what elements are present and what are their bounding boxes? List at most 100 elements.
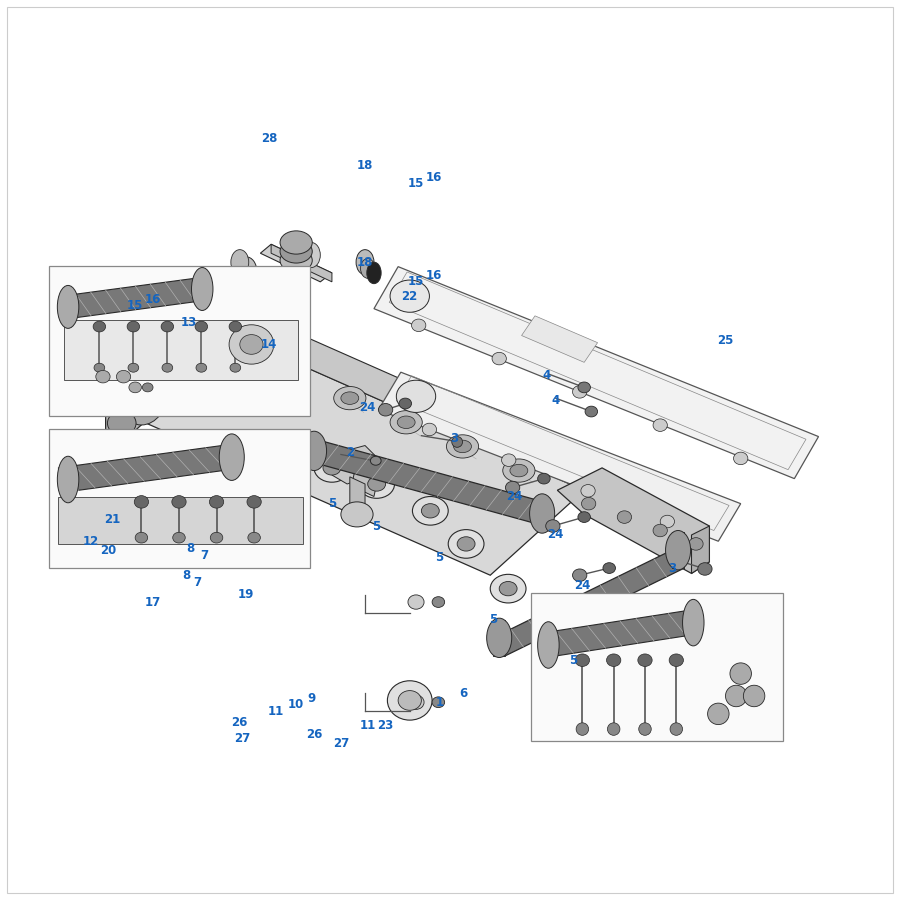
Polygon shape [64,320,298,380]
Ellipse shape [195,321,208,332]
Ellipse shape [230,364,240,373]
Ellipse shape [666,530,690,570]
Ellipse shape [607,654,621,667]
Ellipse shape [92,377,110,401]
Ellipse shape [127,321,140,332]
Text: 26: 26 [306,728,322,741]
Ellipse shape [341,502,374,526]
Ellipse shape [68,369,94,410]
Ellipse shape [58,285,79,328]
Polygon shape [691,526,709,573]
Ellipse shape [707,703,729,724]
Polygon shape [307,441,550,523]
Ellipse shape [487,618,512,658]
Ellipse shape [510,464,527,477]
Ellipse shape [576,723,589,735]
Ellipse shape [408,695,424,709]
Text: 19: 19 [238,589,255,601]
Text: 3: 3 [668,562,676,574]
Ellipse shape [173,532,185,543]
Ellipse shape [585,406,598,417]
Ellipse shape [356,249,374,274]
Polygon shape [350,477,365,520]
Text: 3: 3 [450,432,458,445]
Text: 24: 24 [506,490,523,503]
Ellipse shape [390,410,422,434]
Text: 15: 15 [408,177,424,190]
Polygon shape [61,278,211,318]
Ellipse shape [94,364,104,373]
Ellipse shape [367,262,381,284]
Ellipse shape [58,456,79,503]
Text: 2: 2 [346,446,354,459]
Ellipse shape [653,524,668,536]
Bar [50,429,310,568]
Bar [530,593,783,741]
Ellipse shape [396,380,436,412]
Ellipse shape [230,325,274,364]
Text: 25: 25 [717,335,734,347]
Polygon shape [332,446,378,484]
Ellipse shape [638,654,652,667]
Ellipse shape [398,690,421,710]
Text: 11: 11 [267,705,284,717]
Ellipse shape [688,537,703,550]
Text: 26: 26 [231,716,248,729]
Text: 5: 5 [435,551,444,563]
Text: 6: 6 [459,687,467,700]
Polygon shape [352,464,378,497]
Ellipse shape [492,352,507,365]
Ellipse shape [545,520,560,532]
Polygon shape [671,532,684,568]
Ellipse shape [639,723,652,735]
Ellipse shape [653,418,668,431]
Ellipse shape [280,248,312,272]
Ellipse shape [172,496,186,508]
Ellipse shape [578,382,590,392]
Ellipse shape [161,321,174,332]
Text: 11: 11 [360,719,376,732]
Ellipse shape [192,267,213,310]
Polygon shape [162,370,204,392]
Ellipse shape [284,368,302,380]
Polygon shape [271,244,332,282]
Ellipse shape [128,364,139,373]
Ellipse shape [743,685,765,706]
Text: 14: 14 [261,338,277,351]
Polygon shape [58,497,303,544]
Ellipse shape [725,685,747,706]
Text: 8: 8 [182,569,190,581]
Polygon shape [58,446,242,491]
Ellipse shape [500,581,518,596]
Text: 24: 24 [547,528,563,542]
Text: 5: 5 [570,653,578,667]
Ellipse shape [129,382,141,392]
Ellipse shape [408,595,424,609]
Ellipse shape [557,637,593,666]
Ellipse shape [220,373,237,397]
Ellipse shape [323,461,341,475]
Text: 16: 16 [426,171,442,184]
Text: 10: 10 [288,698,304,711]
Text: 1: 1 [436,696,444,708]
Ellipse shape [412,497,448,525]
Polygon shape [493,620,506,656]
Ellipse shape [231,249,248,274]
Ellipse shape [116,371,130,382]
Text: 20: 20 [100,544,116,557]
Ellipse shape [397,416,415,428]
Ellipse shape [529,494,554,533]
Ellipse shape [422,423,436,436]
Text: 22: 22 [401,290,418,302]
Ellipse shape [698,562,712,575]
Text: 17: 17 [145,596,161,608]
Text: 7: 7 [194,576,202,589]
Polygon shape [374,266,818,479]
Ellipse shape [63,359,89,401]
Text: 27: 27 [333,737,349,750]
Ellipse shape [452,436,463,447]
Text: 23: 23 [377,719,393,732]
Ellipse shape [95,371,110,382]
Text: 4: 4 [543,369,551,382]
Polygon shape [275,271,289,311]
